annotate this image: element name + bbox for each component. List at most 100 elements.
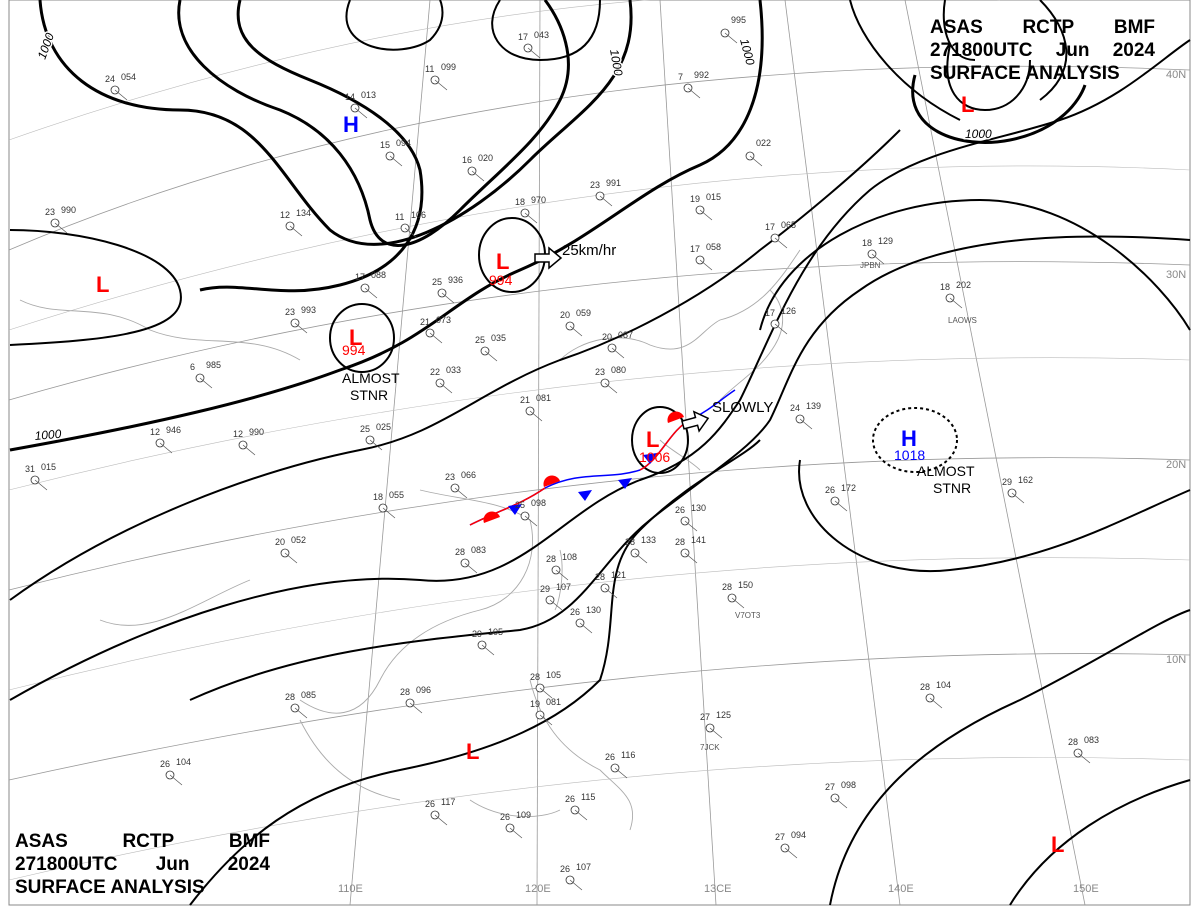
coastline (469, 799, 561, 818)
latitude-label: 30N (1166, 269, 1186, 281)
station-plot: 26 130 (675, 503, 706, 532)
station-plot: 29 162 (1002, 475, 1033, 504)
wind-barb-icon (579, 622, 593, 634)
station-plot: 18 970 (515, 195, 546, 224)
isobar (849, 0, 961, 121)
station-temperature: 19 (690, 194, 700, 204)
station-plot: 18 129 (862, 236, 893, 265)
station-temperature: 18 (940, 282, 950, 292)
wind-barb-icon (294, 322, 308, 334)
latitude-line-minor (8, 0, 1000, 141)
wind-barb-icon (382, 507, 396, 519)
wind-barb-icon (284, 552, 298, 564)
station-temperature: 18 (373, 492, 383, 502)
isobar (1009, 779, 1191, 906)
station-plot: 25 025 (360, 422, 391, 451)
station-pressure: 105 (546, 670, 561, 680)
movement-label: ALMOST (917, 463, 975, 479)
station-temperature: 26 (605, 752, 615, 762)
station-plot: 28 121 (595, 570, 626, 599)
isobar-thick (911, 74, 1087, 144)
station-temperature: 18 (515, 197, 525, 207)
station-temperature: 29 (1002, 477, 1012, 487)
station-temperature: 6 (190, 362, 195, 372)
station-temperature: 26 (565, 794, 575, 804)
station-pressure: 015 (706, 192, 721, 202)
coastline (299, 719, 401, 801)
latitude-line (8, 65, 1191, 251)
station-plot: 28 105 (530, 670, 561, 699)
station-pressure: 083 (471, 545, 486, 555)
station-plot: 26 115 (565, 792, 595, 821)
station-plot: 16 020 (462, 153, 493, 182)
station-plot: 15 094 (380, 138, 411, 167)
station-pressure: 065 (781, 220, 796, 230)
isobar-ring-low (946, 44, 1031, 112)
station-plot: 12 990 (233, 427, 264, 456)
station-temperature: 27 (825, 782, 835, 792)
center-pressure-value: 994 (489, 272, 513, 288)
station-pressure: 108 (562, 552, 577, 562)
station-temperature: 12 (233, 429, 243, 439)
coastline (559, 249, 801, 361)
station-temperature: 25 (360, 424, 370, 434)
wind-barb-icon (634, 552, 648, 564)
station-plot: 28 104 (920, 680, 951, 709)
station-plot: 24 054 (105, 72, 136, 101)
station-plot: 28 150 (722, 580, 753, 609)
wind-barb-icon (684, 552, 698, 564)
latitude-line (8, 653, 1191, 781)
wind-barb-icon (404, 227, 418, 239)
station-plot: 27 098 (825, 780, 856, 809)
wind-barb-icon (731, 597, 745, 609)
station-temperature: 16 (462, 155, 472, 165)
station-temperature: 17 (518, 32, 528, 42)
office-label: BMF (1113, 17, 1155, 38)
low-pressure-center: L (466, 739, 479, 764)
station-plot: 25 035 (475, 333, 506, 362)
station-pressure: 043 (534, 30, 549, 40)
station-pressure: 946 (166, 425, 181, 435)
station-temperature: 31 (25, 464, 35, 474)
wind-barb-icon (509, 827, 523, 839)
station-pressure: 126 (781, 306, 796, 316)
station-plot: 28 133 (625, 535, 656, 564)
longitude-line (659, 0, 717, 906)
wind-barb-icon (699, 259, 713, 271)
isobar (491, 0, 601, 62)
wind-barb-icon (464, 562, 478, 574)
isobar (189, 439, 761, 906)
station-temperature: 28 (285, 692, 295, 702)
station-plot: 12 134 (280, 208, 311, 237)
station-temperature: 28 (625, 537, 635, 547)
station-temperature: 24 (790, 403, 800, 413)
station-pressure: 115 (581, 792, 595, 802)
station-pressure: 990 (249, 427, 264, 437)
wind-barb-icon (774, 237, 788, 249)
station-temperature: 28 (1068, 737, 1078, 747)
cold-front-triangle (643, 453, 657, 464)
station-plot: 23 066 (445, 470, 476, 499)
latitude-line-minor (8, 357, 1191, 491)
low-pressure-center: L (961, 92, 974, 117)
station-pressure: 970 (531, 195, 546, 205)
station-pressure: 995 (731, 15, 746, 25)
office-label: BMF (228, 831, 270, 852)
wind-barb-icon (354, 107, 368, 119)
station-plot: 28 083 (455, 545, 486, 574)
station-plot: 11 106 (395, 210, 426, 239)
station-pressure: 936 (448, 275, 463, 285)
station-temperature: 26 (425, 799, 435, 809)
center-pressure-value: 1006 (639, 449, 670, 465)
header-title-bottom-left: ASAS RCTP BMF 271800UTC Jun 2024 SURFACE ANALY… (15, 830, 270, 899)
station-temperature: 28 (530, 672, 540, 682)
station-temperature: 23 (590, 180, 600, 190)
station-plot: 11 099 (425, 62, 456, 91)
wind-barb-icon (709, 727, 723, 739)
station-temperature: 24 (105, 74, 115, 84)
station-plot: 29 105 (472, 627, 503, 656)
wind-barb-icon (159, 442, 173, 454)
station-pressure: 025 (376, 422, 391, 432)
center-pressure-value: 1018 (894, 447, 925, 463)
station-plot: 24 139 (790, 401, 821, 430)
